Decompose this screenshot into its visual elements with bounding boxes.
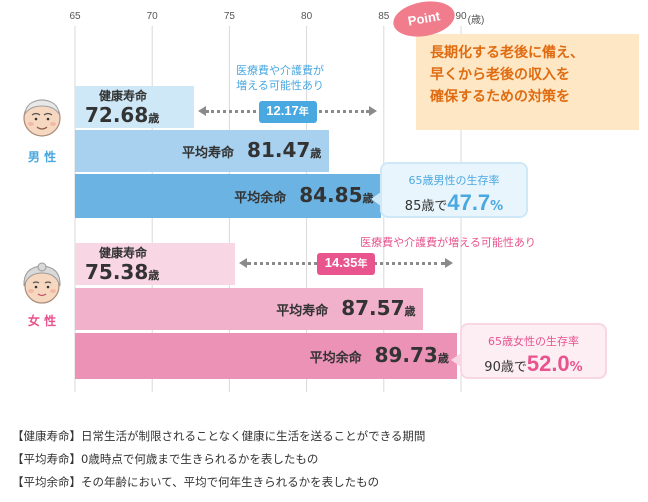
bar-name: 平均寿命 [276, 304, 342, 319]
x-tick-label: 80 [301, 11, 313, 22]
elderly-woman-icon [23, 262, 61, 304]
survival-title: 65歳女性の生存率 [488, 335, 579, 348]
female-avatar [20, 262, 64, 316]
point-line-1: 長期化する老後に備え、 [430, 45, 584, 61]
definition-text: 日常生活が制限されることなく健康に生活を送ることができる期間 [81, 429, 426, 443]
gap-note: 増える可能性あり [236, 79, 324, 92]
point-callout: 長期化する老後に備え、 早くから老後の収入を 確保するための対策を [416, 34, 639, 130]
survival-row: 90歳で52.0% [462, 351, 605, 377]
gap-note: 医療費や介護費が [236, 64, 324, 77]
survival-rate-callout: 65歳男性の生存率 85歳で47.7% [380, 162, 528, 218]
bar-value-label: 平均寿命 81.47歳 [182, 138, 321, 162]
bar-unit: 歳 [310, 147, 322, 160]
bar-value-label: 平均余命 84.85歳 [234, 183, 373, 207]
bar-value: 75.38 [85, 260, 149, 284]
survival-rate-unit: % [569, 360, 583, 375]
callout-pointer [371, 192, 381, 206]
gap-value: 14.35 [324, 255, 358, 270]
bar-unit: 歳 [437, 352, 449, 365]
bar-value-label: 健康寿命 75.38歳 [85, 246, 159, 283]
x-tick-label: 90 [455, 11, 467, 22]
bar-value: 81.47 [247, 138, 311, 162]
survival-age: 85歳で [404, 199, 448, 214]
definition-average-life: 【平均寿命】0歳時点で何歳まで生きられるかを表したもの [12, 451, 318, 467]
bar-unit: 歳 [362, 192, 374, 205]
bar-male-healthy-life [75, 86, 194, 128]
gap-unit: 年 [298, 107, 309, 118]
x-tick-label: 70 [146, 11, 158, 22]
bar-value-label: 健康寿命 72.68歳 [85, 89, 159, 126]
bar-unit: 歳 [404, 305, 416, 318]
bar-female-average-life [75, 288, 424, 330]
point-line-2: 早くから老後の収入を [430, 67, 570, 83]
bar-female-remaining-life [75, 333, 457, 379]
gap-badge: 14.35年 [317, 253, 376, 275]
bar-value: 87.57 [341, 296, 405, 320]
male-label: 男 性 [27, 150, 57, 164]
bar-value-label: 平均寿命 87.57歳 [276, 296, 415, 320]
gap-badge: 12.17年 [258, 101, 317, 123]
callout-pointer [451, 353, 461, 367]
bar-name: 平均寿命 [182, 146, 248, 161]
definition-term: 【平均寿命】 [12, 452, 81, 466]
survival-row: 85歳で47.7% [382, 190, 526, 216]
elderly-man-icon [23, 99, 61, 137]
gap-arrow-right [369, 106, 378, 116]
survival-age: 90歳で [484, 360, 527, 375]
bar-female-healthy-life [75, 243, 236, 285]
bar-male-remaining-life [75, 174, 382, 218]
definition-text: 0歳時点で何歳まで生きられるかを表したもの [81, 452, 319, 466]
life-expectancy-chart: 65 70 75 80 85 90 (歳) 健康寿命 72.68歳 平均寿命 81.47歳 平均… [69, 11, 607, 392]
bar-value: 72.68 [85, 103, 149, 127]
bar-unit: 歳 [148, 112, 160, 125]
bar-male-average-life [75, 130, 330, 172]
definition-term: 【平均余命】 [12, 475, 81, 489]
bar-value: 89.73 [374, 343, 438, 367]
survival-rate-unit: % [490, 199, 504, 214]
survival-title: 65歳男性の生存率 [408, 174, 500, 187]
bar-value: 84.85 [299, 183, 363, 207]
x-tick-label: 85 [378, 11, 390, 22]
bar-name: 健康寿命 [99, 89, 148, 103]
x-tick-label: 75 [223, 11, 235, 22]
gap-value: 12.17 [266, 103, 299, 118]
bar-value-label: 平均余命 89.73歳 [310, 343, 449, 367]
bar-name: 平均余命 [234, 191, 300, 206]
point-line-3: 確保するための対策を [430, 89, 570, 105]
gap-arrow-left [239, 258, 248, 268]
gap-arrow-right [444, 258, 453, 268]
survival-rate: 47.7 [447, 190, 491, 215]
x-tick-label: 65 [69, 11, 81, 22]
gap-arrow-left [197, 106, 206, 116]
x-axis-unit: (歳) [467, 15, 485, 26]
bar-name: 健康寿命 [99, 246, 148, 260]
survival-rate: 52.0 [526, 351, 570, 376]
male-avatar [20, 96, 64, 150]
gap-unit: 年 [357, 259, 368, 270]
female-label: 女 性 [27, 314, 57, 328]
bar-name: 平均余命 [309, 351, 375, 366]
bar-unit: 歳 [148, 269, 160, 282]
definition-healthy-life: 【健康寿命】日常生活が制限されることなく健康に生活を送ることができる期間 [12, 428, 425, 444]
gap-note: 医療費や介護費が増える可能性あり [360, 236, 536, 249]
definition-text: その年齢において、平均で何年生きられるかを表したもの [81, 475, 380, 489]
definition-term: 【健康寿命】 [12, 429, 81, 443]
definition-remaining-life: 【平均余命】その年齢において、平均で何年生きられるかを表したもの [12, 474, 379, 490]
survival-rate-callout: 65歳女性の生存率 90歳で52.0% [460, 323, 607, 379]
